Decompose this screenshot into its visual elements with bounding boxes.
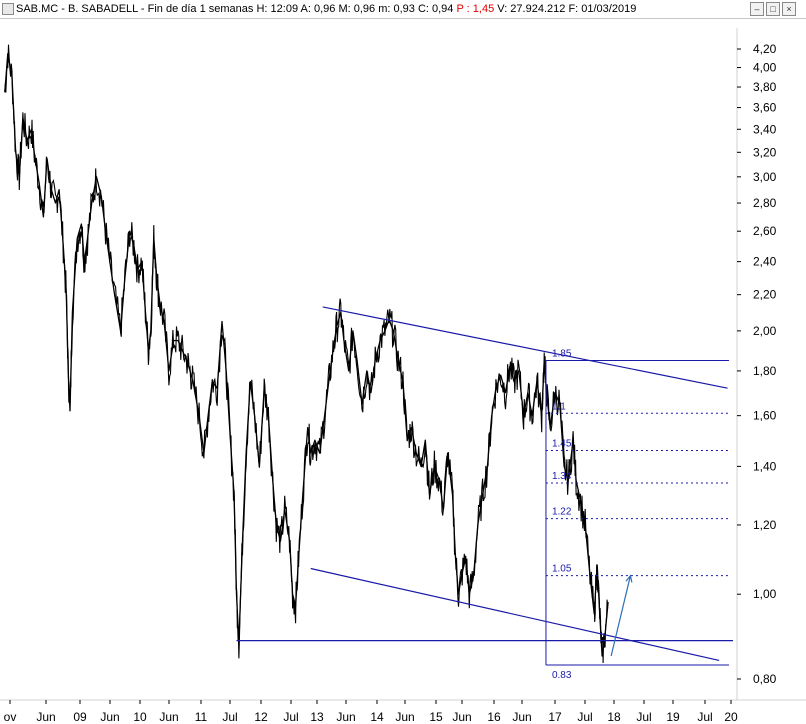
x-tick-label: 13	[310, 710, 324, 724]
close-button[interactable]: ×	[782, 2, 796, 16]
y-tick-label: 3,00	[753, 170, 777, 184]
y-tick-label: 2,40	[753, 255, 777, 269]
y-tick-label: 2,60	[753, 224, 777, 238]
title-date: F: 01/03/2019	[568, 3, 637, 15]
fib-level-label: 0.83	[552, 670, 572, 681]
x-tick-label: 11	[195, 710, 208, 724]
y-tick-label: 4,20	[753, 42, 777, 56]
fib-level-label: 1.85	[552, 348, 572, 359]
y-tick-label: 2,20	[753, 288, 777, 302]
title-close: C: 0,94	[417, 3, 454, 15]
x-tick-label: Jun	[159, 710, 178, 724]
x-tick-label: Jun	[512, 710, 531, 724]
title-volume: V: 27.924.212	[497, 3, 566, 15]
title-high-time: H: 12:09	[256, 3, 299, 15]
maximize-button[interactable]: □	[766, 2, 780, 16]
y-tick-label: 1,40	[753, 459, 777, 473]
minimize-icon: ‒	[754, 4, 760, 14]
maximize-icon: □	[770, 4, 776, 14]
y-tick-label: 4,00	[753, 61, 777, 75]
x-tick-label: Jun	[36, 710, 55, 724]
x-tick-label: 19	[666, 710, 680, 724]
y-axis: 4,20 4,00 3,80 3,60 3,40 3,20 3,00 2,80 2,60 2,40…	[736, 28, 777, 700]
x-tick-label: 16	[487, 710, 501, 724]
title-bar: SAB.MC - B. SABADELL - Fin de día 1 sema…	[0, 0, 806, 19]
y-tick-label: 1,80	[753, 364, 777, 378]
x-tick-label: Jul	[222, 710, 237, 724]
y-tick-label: 1,20	[753, 518, 777, 532]
x-tick-label: 20	[724, 710, 738, 724]
x-tick-label: 15	[429, 710, 443, 724]
x-tick-label: Jul	[577, 710, 592, 724]
x-tick-label: Jun	[395, 710, 414, 724]
fib-level-label: 1.34	[552, 471, 572, 482]
x-tick-label: 14	[370, 710, 384, 724]
x-tick-label: Jul	[636, 710, 651, 724]
title-open: A: 0,96	[300, 3, 336, 15]
price-series-group	[4, 44, 609, 664]
y-tick-label: 3,20	[753, 145, 777, 159]
x-tick-label: Jun	[100, 710, 119, 724]
x-tick-label: Jul	[697, 710, 712, 724]
y-tick-label: 1,00	[753, 587, 777, 601]
fib-level-label: 1.45	[552, 438, 572, 449]
annotations-group: 1.85 1.1 1.45 1.34 1.22 1.05 0.83	[236, 306, 733, 681]
y-tick-label: 3,40	[753, 122, 777, 136]
x-tick-label: Jun	[452, 710, 471, 724]
x-tick-label: 12	[254, 710, 268, 724]
fib-level-label: 1.05	[552, 564, 572, 575]
title-max: M: 0,96	[338, 3, 376, 15]
minimize-button[interactable]: ‒	[750, 2, 764, 16]
window-menu-icon[interactable]	[2, 3, 14, 15]
y-tick-label: 3,60	[753, 101, 777, 115]
x-tick-label: 17	[548, 710, 562, 724]
window-title: SAB.MC - B. SABADELL - Fin de día 1 sema…	[16, 0, 636, 18]
x-tick-label: 18	[607, 710, 621, 724]
x-tick-label: 10	[133, 710, 147, 724]
channel-lower-line	[310, 567, 720, 662]
channel-upper-line	[322, 306, 728, 389]
y-tick-label: 2,00	[753, 324, 777, 338]
close-icon: ×	[786, 4, 792, 14]
x-tick-label: Jul	[283, 710, 298, 724]
y-tick-label: 2,80	[753, 196, 777, 210]
fib-level-label: 1.22	[552, 507, 572, 518]
x-tick-label: 09	[73, 710, 87, 724]
x-axis: ov Jun 09 Jun 10 Jun 11 Jul 12 Jul 13 Jun 14 Jun 15 Jun…	[0, 699, 806, 724]
price-line	[4, 52, 609, 657]
y-tick-label: 1,60	[753, 409, 777, 423]
title-min: m: 0,93	[378, 3, 415, 15]
price-noise-line	[4, 44, 609, 664]
target-arrow-line	[610, 575, 632, 657]
title-p-value: P : 1,45	[456, 3, 495, 15]
x-tick-label: Jun	[336, 710, 355, 724]
fib-level-label: 1.1	[552, 401, 566, 412]
x-tick-label: ov	[4, 710, 17, 724]
y-tick-label: 3,80	[753, 80, 777, 94]
title-prefix: SAB.MC - B. SABADELL - Fin de día 1 sema…	[16, 3, 254, 15]
target-arrow-head	[625, 574, 633, 583]
y-tick-label: 0,80	[753, 672, 777, 686]
